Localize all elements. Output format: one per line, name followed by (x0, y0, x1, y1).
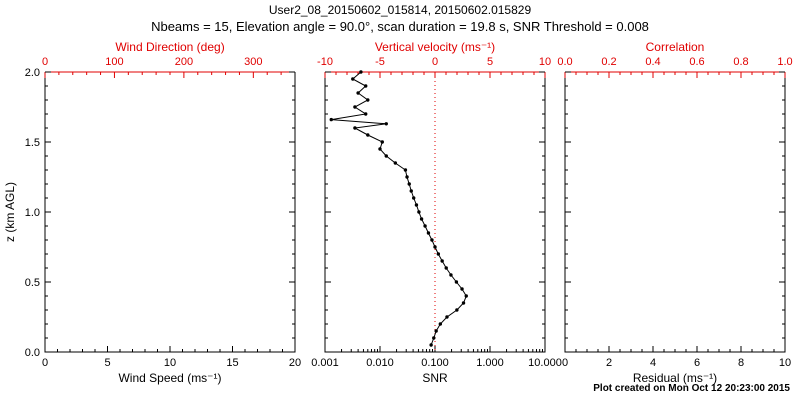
x-axis-title-residual: Residual (ms⁻¹) (633, 371, 717, 385)
y-axis-title: z (km AGL) (3, 182, 17, 242)
snr-profile-line (331, 71, 467, 346)
y-tick-label: 1.0 (25, 207, 40, 219)
top-tick-label: -5 (375, 56, 385, 68)
x-tick-label: 2 (606, 357, 612, 369)
x-tick-label: 10 (779, 357, 791, 369)
x-tick-label: 10.000 (528, 357, 562, 369)
x-tick-label: 1.000 (476, 357, 504, 369)
top-tick-label: 0.8 (733, 56, 748, 68)
x-tick-label: 0.100 (421, 357, 449, 369)
x-tick-label: 0 (42, 357, 48, 369)
top-tick-label: -10 (317, 56, 333, 68)
panel-frame (44, 72, 296, 353)
x-tick-label: 8 (738, 357, 744, 369)
x-tick-label: 0 (562, 357, 568, 369)
x-tick-label: 4 (650, 357, 656, 369)
top-tick-label: 200 (175, 56, 193, 68)
panel-snr: 0.001 0.010 0.100 1.000 10.000 -10 -5 0 5 10 SNR Ve… (311, 40, 562, 385)
x-axis-title-wind: Wind Speed (ms⁻¹) (118, 371, 221, 385)
y-tick-label: 2.0 (25, 67, 40, 79)
plot-timestamp: Plot created on Mon Oct 12 20:23:00 2015 (593, 383, 790, 394)
top-tick-label: 10 (539, 56, 551, 68)
top-tick-label: 5 (487, 56, 493, 68)
top-tick-label: 0 (432, 56, 438, 68)
top-tick-label: 0.2 (601, 56, 616, 68)
x-tick-label: 0.001 (311, 357, 339, 369)
y-tick-label: 1.5 (25, 137, 40, 149)
x-axis-title-snr: SNR (422, 371, 448, 385)
x-tick-label: 15 (226, 357, 238, 369)
top-tick-label: 0.0 (557, 56, 572, 68)
x-tick-label: 0.010 (366, 357, 394, 369)
snr-profile-markers (329, 70, 468, 347)
x-tick-label: 20 (289, 357, 301, 369)
plot-title: User2_08_20150602_015814, 20150602.01582… (268, 3, 532, 17)
plot-subtitle: Nbeams = 15, Elevation angle = 90.0°, sc… (151, 19, 649, 34)
top-tick-label: 100 (105, 56, 123, 68)
top-axis-title-residual: Correlation (646, 40, 705, 54)
panel-residual: 0 2 4 6 8 10 0.0 0.2 0.4 0.6 0.8 1.0 Residual (ms⁻¹)… (557, 40, 792, 385)
panel-frame (564, 72, 786, 353)
x-tick-label: 5 (104, 357, 110, 369)
x-tick-label: 6 (694, 357, 700, 369)
top-axis-title-snr: Vertical velocity (ms⁻¹) (375, 40, 495, 54)
y-tick-label: 0.0 (25, 347, 40, 359)
top-tick-label: 1.0 (777, 56, 792, 68)
top-tick-label: 0 (42, 56, 48, 68)
top-tick-label: 0.6 (689, 56, 704, 68)
y-tick-label: 0.5 (25, 277, 40, 289)
top-tick-label: 0.4 (645, 56, 660, 68)
top-axis-title-wind: Wind Direction (deg) (115, 40, 224, 54)
top-tick-label: 300 (244, 56, 262, 68)
x-tick-label: 10 (164, 357, 176, 369)
